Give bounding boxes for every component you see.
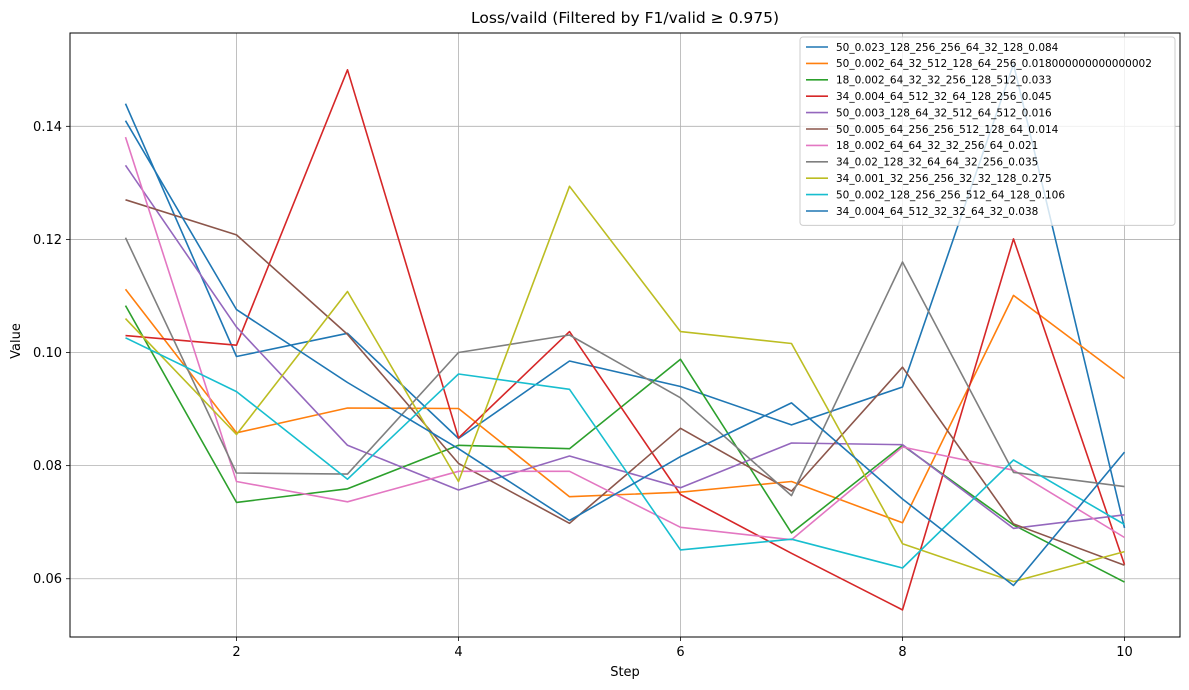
series-line-5	[124, 164, 1125, 530]
series-line-11	[124, 120, 1126, 587]
legend-label: 34_0.02_128_32_64_64_32_256_0.035	[836, 157, 1038, 169]
series-line-8	[124, 237, 1125, 497]
x-tick-label: 6	[676, 645, 684, 660]
x-tick-label: 2	[232, 645, 240, 660]
series-line-4	[125, 69, 1126, 611]
y-tick-label: 0.12	[33, 233, 62, 248]
y-tick-label: 0.10	[33, 346, 62, 361]
x-tick-label: 10	[1116, 645, 1133, 660]
legend-label: 50_0.002_128_256_256_512_64_128_0.106	[836, 189, 1065, 201]
y-tick-label: 0.08	[33, 459, 62, 474]
legend: 50_0.023_128_256_256_64_32_128_0.084 50_0…	[799, 36, 1176, 226]
y-tick-label: 0.14	[33, 120, 62, 135]
series-line-2	[124, 288, 1125, 524]
axis-ticks: 2 4 6 8 10 0.06 0.08 0.10 0.12 0.14	[33, 120, 1133, 660]
legend-label: 50_0.003_128_64_32_512_64_512_0.016	[836, 107, 1052, 119]
legend-label: 34_0.004_64_512_32_64_128_256_0.045	[836, 91, 1052, 103]
legend-label: 50_0.005_64_256_256_512_128_64_0.014	[836, 124, 1059, 136]
legend-label: 34_0.004_64_512_32_32_64_32_0.038	[836, 206, 1038, 218]
legend-label: 18_0.002_64_64_32_32_256_64_0.021	[836, 140, 1038, 152]
x-tick-label: 8	[898, 645, 906, 660]
legend-box	[799, 36, 1176, 226]
series-line-7	[124, 136, 1125, 541]
plot-area-frame	[69, 32, 1181, 638]
y-axis-label: Value	[9, 323, 24, 359]
x-axis-label: Step	[610, 665, 640, 680]
series-line-10	[125, 337, 1125, 569]
x-tick-label: 4	[454, 645, 462, 660]
legend-label: 50_0.002_64_32_512_128_64_256_0.01800000…	[836, 58, 1152, 70]
legend-label: 50_0.023_128_256_256_64_32_128_0.084	[836, 42, 1059, 54]
legend-label: 34_0.001_32_256_256_32_32_128_0.275	[836, 173, 1052, 185]
series-line-9	[124, 185, 1125, 583]
chart-title: Loss/vaild (Filtered by F1/valid ≥ 0.975…	[471, 9, 779, 27]
y-tick-label: 0.06	[33, 572, 62, 587]
series-line-3	[124, 305, 1125, 583]
legend-label: 18_0.002_64_32_32_256_128_512_0.033	[836, 75, 1052, 87]
series-line-6	[125, 199, 1125, 566]
